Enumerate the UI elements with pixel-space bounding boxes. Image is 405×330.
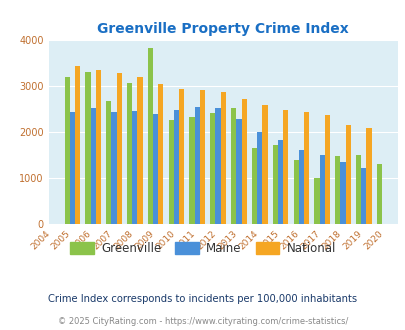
Legend: Greenville, Maine, National: Greenville, Maine, National xyxy=(65,237,340,260)
Bar xyxy=(199,90,205,224)
Bar xyxy=(127,83,132,224)
Text: © 2025 CityRating.com - https://www.cityrating.com/crime-statistics/: © 2025 CityRating.com - https://www.city… xyxy=(58,317,347,326)
Bar xyxy=(360,168,365,224)
Bar xyxy=(153,114,158,224)
Bar xyxy=(106,101,111,224)
Bar xyxy=(262,105,267,224)
Text: Crime Index corresponds to incidents per 100,000 inhabitants: Crime Index corresponds to incidents per… xyxy=(48,294,357,304)
Bar xyxy=(298,149,303,224)
Bar xyxy=(64,77,70,224)
Bar xyxy=(324,115,329,224)
Bar xyxy=(116,73,121,224)
Bar xyxy=(282,110,288,224)
Bar xyxy=(251,148,256,224)
Bar xyxy=(365,128,371,224)
Bar xyxy=(241,99,246,224)
Bar xyxy=(236,119,241,224)
Bar xyxy=(137,77,142,224)
Bar xyxy=(158,84,163,224)
Bar xyxy=(277,140,282,224)
Bar xyxy=(220,92,225,224)
Bar xyxy=(230,108,236,224)
Bar xyxy=(355,155,360,224)
Bar xyxy=(179,88,184,224)
Bar xyxy=(339,162,345,224)
Bar xyxy=(210,113,215,224)
Bar xyxy=(376,164,381,224)
Bar xyxy=(85,72,90,224)
Bar xyxy=(189,117,194,224)
Bar xyxy=(293,160,298,224)
Bar xyxy=(147,48,153,224)
Bar xyxy=(168,119,173,224)
Bar xyxy=(90,108,96,224)
Bar xyxy=(272,145,277,224)
Bar xyxy=(132,111,137,224)
Bar xyxy=(75,66,80,224)
Bar xyxy=(96,70,101,224)
Bar xyxy=(70,112,75,224)
Bar xyxy=(335,155,339,224)
Bar xyxy=(256,132,262,224)
Title: Greenville Property Crime Index: Greenville Property Crime Index xyxy=(97,22,348,36)
Bar xyxy=(319,155,324,224)
Bar xyxy=(194,107,199,224)
Bar xyxy=(303,112,308,224)
Bar xyxy=(215,109,220,224)
Bar xyxy=(345,125,350,224)
Bar xyxy=(313,178,319,224)
Bar xyxy=(111,112,116,224)
Bar xyxy=(173,110,179,224)
